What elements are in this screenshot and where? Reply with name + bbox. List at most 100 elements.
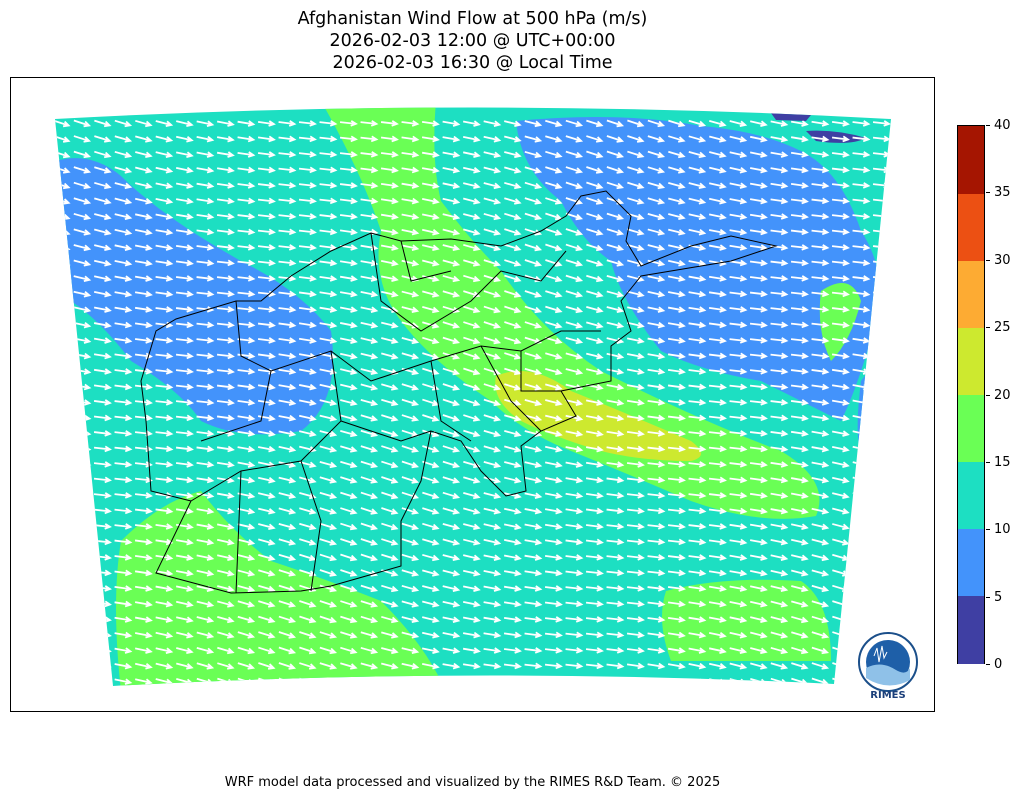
- wind-arrow: [134, 523, 153, 530]
- wind-arrow: [770, 414, 789, 422]
- colorbar-tick-label: 25: [994, 320, 1011, 336]
- wind-arrow: [832, 677, 850, 686]
- wind-arrow: [216, 399, 235, 406]
- wind-arrow: [237, 507, 256, 515]
- wind-arrow: [483, 274, 502, 283]
- wind-arrow: [627, 306, 645, 313]
- wind-arrow: [339, 337, 358, 344]
- wind-arrow: [606, 507, 625, 515]
- wind-arrow: [360, 662, 379, 670]
- wind-arrow: [93, 647, 112, 654]
- wind-arrow: [175, 585, 194, 592]
- wind-arrow: [94, 244, 112, 252]
- wind-arrow: [545, 166, 563, 174]
- wind-arrow: [811, 259, 830, 267]
- wind-arrow: [463, 352, 481, 360]
- wind-arrow: [790, 306, 809, 313]
- wind-arrow: [770, 337, 789, 344]
- wind-arrow: [667, 337, 686, 344]
- wind-arrow: [196, 631, 215, 639]
- wind-arrow: [544, 507, 563, 515]
- wind-arrow: [524, 197, 543, 205]
- wind-arrow: [155, 182, 174, 189]
- wind-arrow: [278, 259, 297, 267]
- wind-arrow: [483, 538, 502, 546]
- wind-arrow: [688, 430, 707, 437]
- wind-arrow: [462, 135, 481, 143]
- wind-arrow: [504, 290, 522, 298]
- wind-arrow: [401, 182, 420, 189]
- wind-arrow: [196, 414, 215, 422]
- wind-arrow: [647, 662, 666, 670]
- wind-arrow: [114, 399, 133, 406]
- wind-arrow: [504, 367, 522, 376]
- wind-arrow: [729, 244, 748, 251]
- wind-arrow: [237, 151, 256, 158]
- wind-arrow: [688, 368, 707, 375]
- wind-arrow: [55, 631, 71, 639]
- wind-arrow: [134, 259, 153, 267]
- wind-arrow: [606, 243, 625, 252]
- wind-arrow: [831, 383, 850, 391]
- wind-arrow: [278, 430, 297, 437]
- wind-arrow: [114, 445, 133, 453]
- wind-arrow: [339, 213, 358, 220]
- wind-arrow: [73, 476, 92, 484]
- wind-arrow: [852, 538, 871, 546]
- wind-arrow: [462, 616, 481, 623]
- wind-arrow: [339, 275, 358, 282]
- wind-arrow: [216, 213, 235, 220]
- wind-arrow: [196, 352, 215, 360]
- wind-arrow: [155, 166, 174, 174]
- wind-arrow: [667, 647, 686, 654]
- wind-arrow: [647, 383, 666, 391]
- wind-arrow: [93, 352, 112, 360]
- wind-arrow: [667, 662, 686, 670]
- wind-arrow: [114, 647, 133, 654]
- wind-arrow: [340, 491, 358, 500]
- wind-arrow: [709, 151, 727, 159]
- wind-arrow: [340, 615, 358, 624]
- colorbar: [957, 125, 985, 664]
- wind-arrow: [442, 507, 461, 515]
- wind-arrow: [524, 492, 543, 499]
- wind-arrow: [93, 399, 112, 406]
- wind-arrow: [791, 554, 809, 562]
- wind-arrow: [483, 523, 502, 531]
- wind-arrow: [565, 243, 584, 252]
- wind-arrow: [114, 631, 133, 639]
- wind-arrow: [257, 259, 276, 267]
- wind-arrow: [93, 461, 112, 468]
- wind-arrow: [708, 662, 727, 670]
- wind-arrow: [196, 213, 215, 220]
- wind-arrow: [626, 368, 645, 375]
- wind-arrow: [257, 414, 276, 422]
- wind-arrow: [360, 476, 379, 484]
- wind-arrow: [483, 352, 502, 360]
- wind-arrow: [360, 306, 379, 313]
- wind-arrow: [668, 182, 686, 190]
- wind-arrow: [770, 120, 789, 127]
- wind-arrow: [811, 492, 830, 499]
- wind-arrow: [401, 553, 420, 562]
- wind-arrow: [770, 182, 789, 189]
- wind-arrow: [749, 213, 768, 220]
- wind-arrow: [257, 337, 276, 344]
- wind-arrow: [257, 182, 276, 189]
- wind-arrow: [872, 290, 891, 298]
- wind-arrow: [627, 150, 645, 159]
- wind-arrow: [791, 600, 809, 608]
- wind-arrow: [175, 461, 194, 468]
- wind-arrow: [790, 368, 809, 375]
- wind-arrow: [422, 507, 440, 515]
- wind-arrow: [749, 321, 768, 329]
- wind-arrow: [606, 631, 625, 639]
- wind-arrow: [401, 600, 420, 608]
- wind-arrow: [298, 228, 317, 236]
- wind-arrow: [709, 135, 727, 143]
- wind-arrow: [401, 445, 420, 453]
- wind-arrow: [770, 476, 789, 484]
- wind-arrow: [196, 492, 215, 499]
- wind-arrow: [545, 274, 563, 283]
- wind-arrow: [708, 244, 727, 251]
